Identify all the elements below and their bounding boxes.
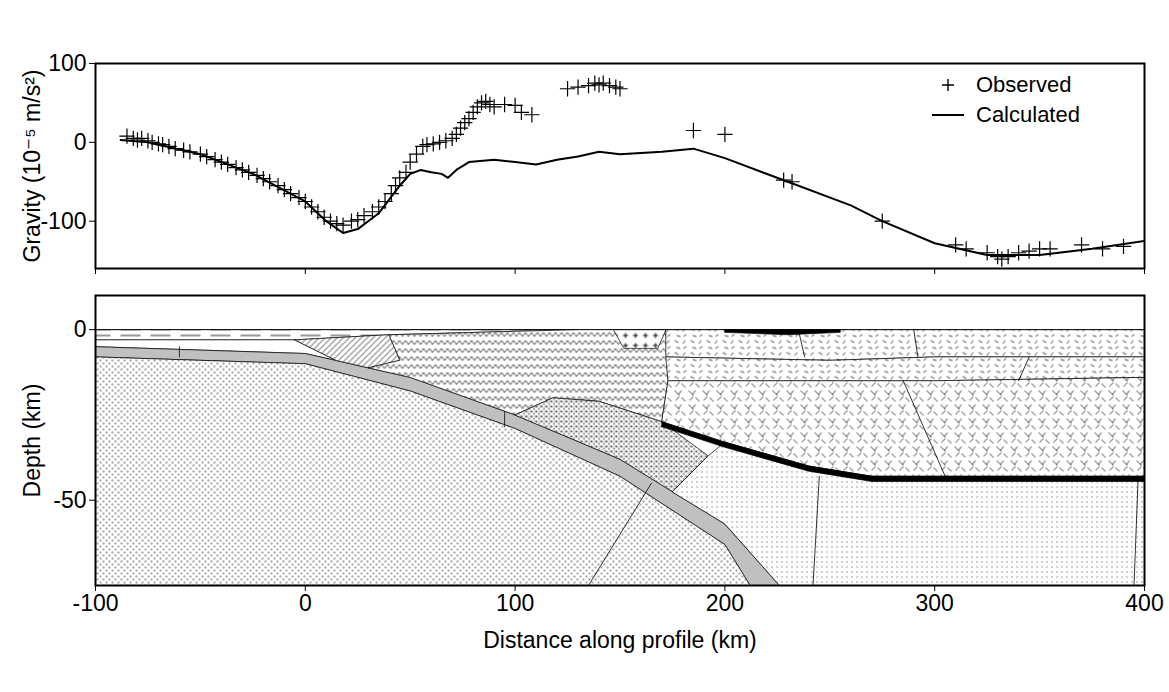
svg-text:100: 100 [496, 590, 534, 616]
svg-text:-50: -50 [53, 487, 86, 513]
svg-text:0: 0 [299, 590, 312, 616]
svg-text:100: 100 [48, 50, 86, 76]
svg-text:0: 0 [74, 316, 87, 342]
svg-text:Distance along profile (km): Distance along profile (km) [483, 627, 757, 653]
svg-text:200: 200 [706, 590, 744, 616]
html-text:Calculated: Calculated [976, 102, 1080, 127]
svg-text:Gravity (10⁻⁵ m/s²): Gravity (10⁻⁵ m/s²) [19, 70, 45, 263]
svg-text:-100: -100 [72, 590, 118, 616]
svg-text:0: 0 [74, 129, 87, 155]
svg-text:400: 400 [1125, 590, 1163, 616]
html-text:Observed: Observed [976, 72, 1072, 97]
svg-text:300: 300 [916, 590, 954, 616]
svg-text:Depth (km): Depth (km) [19, 384, 45, 498]
svg-text:-100: -100 [40, 208, 86, 234]
